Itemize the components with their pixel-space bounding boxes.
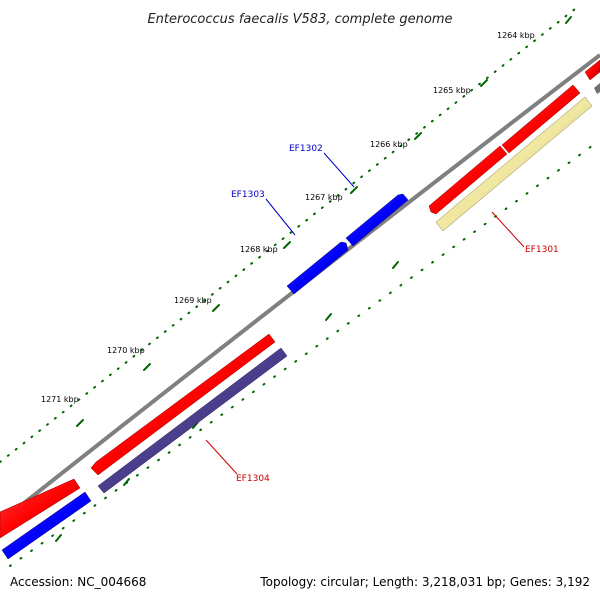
gene-feature[interactable] — [428, 145, 508, 215]
inner-tick-ring — [9, 139, 600, 567]
gene-feature-ef1304[interactable] — [90, 333, 276, 476]
leader-line-ef1303 — [265, 198, 296, 236]
gene-feature[interactable] — [501, 84, 581, 154]
accession-text: Accession: NC_004668 — [10, 575, 146, 589]
gene-label-ef1304[interactable]: EF1304 — [236, 474, 270, 484]
gene-label-ef1303[interactable]: EF1303 — [231, 190, 265, 200]
tick-label: 1266 kbp — [370, 140, 408, 149]
gene-label-ef1302[interactable]: EF1302 — [289, 144, 323, 154]
tick-label: 1269 kbp — [174, 296, 212, 305]
gene-feature[interactable] — [0, 478, 81, 539]
tick-label: 1267 kbp — [305, 193, 343, 202]
gene-feature[interactable] — [1, 491, 92, 560]
gene-feature[interactable] — [584, 59, 600, 81]
gene-feature-ef1303[interactable] — [286, 241, 349, 295]
gene-label-ef1301[interactable]: EF1301 — [525, 245, 559, 255]
tick-label: 1268 kbp — [240, 245, 278, 254]
leader-line-ef1302 — [323, 152, 355, 188]
tick-label: 1264 kbp — [497, 31, 535, 40]
map-title: Enterococcus faecalis V583, complete gen… — [147, 12, 452, 27]
cog-bar — [97, 347, 288, 494]
tick-label: 1265 kbp — [433, 86, 471, 95]
tick-labels: 1264 kbp 1265 kbp 1266 kbp 1267 kbp 1268… — [41, 31, 535, 404]
tick-label: 1270 kbp — [107, 346, 145, 355]
cog-bar — [435, 96, 593, 232]
tick-label: 1271 kbp — [41, 395, 79, 404]
leader-line-ef1304 — [205, 439, 238, 475]
topology-text: Topology: circular; Length: 3,218,031 bp… — [259, 575, 590, 589]
leader-line-ef1301 — [491, 211, 525, 248]
outer-tick-ring — [0, 4, 581, 463]
gene-feature[interactable] — [594, 83, 600, 94]
gene-feature-ef1302[interactable] — [345, 193, 409, 247]
gene-labels: EF1301 EF1302 EF1303 EF1304 — [205, 144, 559, 484]
gene-track — [0, 59, 600, 560]
